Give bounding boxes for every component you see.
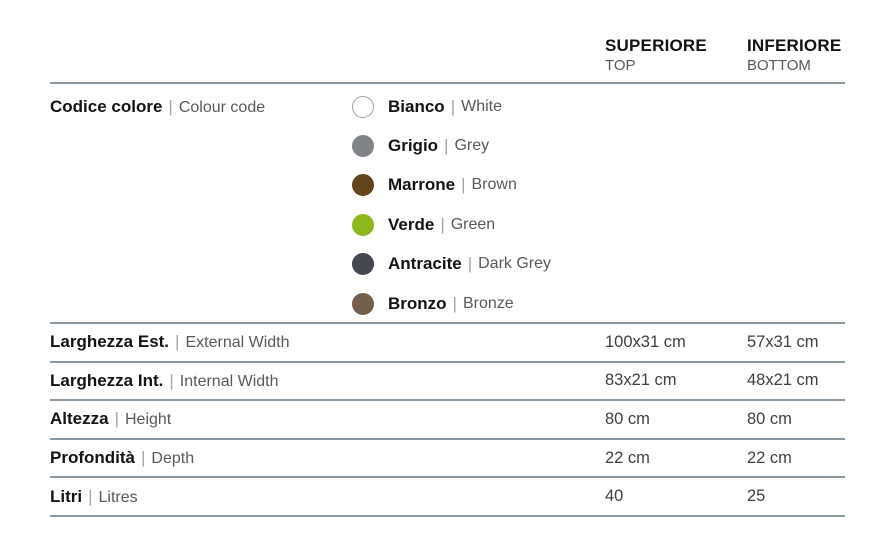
table-row: Larghezza Int. | Internal Width 83x21 cm 48x…: [50, 363, 845, 402]
colour-list: Bianco | White Grigio | Grey Marrone | Brown Verd…: [352, 87, 845, 323]
separator: |: [114, 409, 119, 429]
colour-swatch-icon: [352, 292, 374, 315]
value-superiore: 100x31 cm: [605, 332, 686, 351]
row-label-italian: Larghezza Est.: [50, 332, 170, 352]
colour-item: Marrone | Brown: [352, 166, 845, 205]
colour-name-italian: Bronzo: [388, 293, 447, 313]
colour-item: Grigio | Grey: [352, 126, 845, 165]
row-label-english: Height: [125, 411, 172, 429]
colour-name-english: Dark Grey: [478, 255, 552, 273]
colour-name-english: Green: [450, 215, 496, 233]
column-title-inferiore: INFERIORE: [747, 36, 842, 55]
row-label: Larghezza Est. | External Width: [50, 332, 605, 352]
separator: |: [467, 254, 473, 274]
value-superiore: 40: [605, 487, 624, 506]
table-row: Litri | Litres 40 25: [50, 478, 845, 517]
value-inferiore: 25: [747, 487, 766, 506]
row-label-english: External Width: [185, 334, 290, 352]
value-inferiore: 57x31 cm: [747, 332, 819, 351]
separator: |: [169, 370, 174, 390]
table-row: Larghezza Est. | External Width 100x31 cm 57…: [50, 324, 845, 363]
colour-name-italian: Antracite: [388, 254, 462, 274]
table-row: Altezza | Height 80 cm 80 cm: [50, 401, 845, 440]
column-subtitle-bottom: BOTTOM: [747, 57, 811, 74]
value-superiore: 22 cm: [605, 448, 650, 467]
separator: |: [440, 214, 445, 234]
table-header: SUPERIORE TOP INFERIORE BOTTOM: [50, 18, 845, 84]
column-title-superiore: SUPERIORE: [605, 36, 707, 55]
row-label-english: Internal Width: [179, 372, 279, 390]
value-inferiore: 80 cm: [747, 409, 792, 428]
colour-swatch-icon: [352, 174, 374, 197]
separator: |: [141, 448, 146, 468]
separator: |: [461, 175, 466, 195]
colour-swatch-icon: [352, 253, 374, 276]
label-english: Colour code: [178, 99, 266, 116]
colour-item: Bronzo | Bronze: [352, 284, 845, 323]
colour-code-section: Codice colore | Colour code Bianco | White Gr…: [50, 84, 845, 324]
colour-name-english: Brown: [471, 176, 517, 194]
colour-name-italian: Bianco: [388, 96, 445, 116]
row-label-italian: Larghezza Int.: [50, 370, 164, 390]
separator: |: [88, 486, 93, 506]
colour-item: Bianco | White: [352, 87, 845, 126]
separator: |: [450, 96, 456, 116]
spec-rows: Larghezza Est. | External Width 100x31 cm 57…: [50, 324, 845, 517]
label-italian: Codice colore: [50, 97, 163, 116]
colour-swatch-icon: [352, 213, 374, 236]
row-label: Litri | Litres: [50, 487, 605, 507]
value-inferiore: 22 cm: [747, 448, 792, 467]
spec-table: SUPERIORE TOP INFERIORE BOTTOM Codice co…: [50, 18, 845, 517]
value-superiore: 80 cm: [605, 409, 650, 428]
colour-name-english: Grey: [454, 137, 490, 155]
value-superiore: 83x21 cm: [605, 371, 677, 390]
row-label-english: Depth: [151, 450, 195, 468]
colour-name-italian: Marrone: [388, 175, 456, 195]
row-label: Altezza | Height: [50, 409, 605, 429]
separator: |: [168, 97, 173, 116]
row-label: Profondità | Depth: [50, 448, 605, 468]
row-label-italian: Altezza: [50, 409, 109, 429]
row-label: Larghezza Int. | Internal Width: [50, 371, 605, 391]
colour-name-italian: Grigio: [388, 136, 439, 156]
column-subtitle-top: TOP: [605, 57, 636, 74]
column-header-superiore: SUPERIORE TOP: [605, 35, 747, 82]
row-label-english: Litres: [98, 488, 138, 506]
colour-name-italian: Verde: [388, 214, 435, 234]
colour-swatch-icon: [352, 135, 374, 158]
row-label-italian: Litri: [50, 486, 83, 506]
colour-name-english: White: [461, 97, 503, 115]
row-label-italian: Profondità: [50, 448, 135, 468]
separator: |: [175, 332, 180, 352]
separator: |: [452, 293, 457, 313]
colour-code-label: Codice colore | Colour code: [50, 87, 352, 127]
column-header-inferiore: INFERIORE BOTTOM: [747, 35, 845, 82]
value-inferiore: 48x21 cm: [747, 371, 819, 390]
colour-name-english: Bronze: [462, 294, 514, 312]
colour-item: Verde | Green: [352, 205, 845, 244]
separator: |: [444, 136, 449, 156]
colour-item: Antracite | Dark Grey: [352, 245, 845, 284]
table-row: Profondità | Depth 22 cm 22 cm: [50, 440, 845, 479]
colour-swatch-icon: [352, 95, 374, 118]
